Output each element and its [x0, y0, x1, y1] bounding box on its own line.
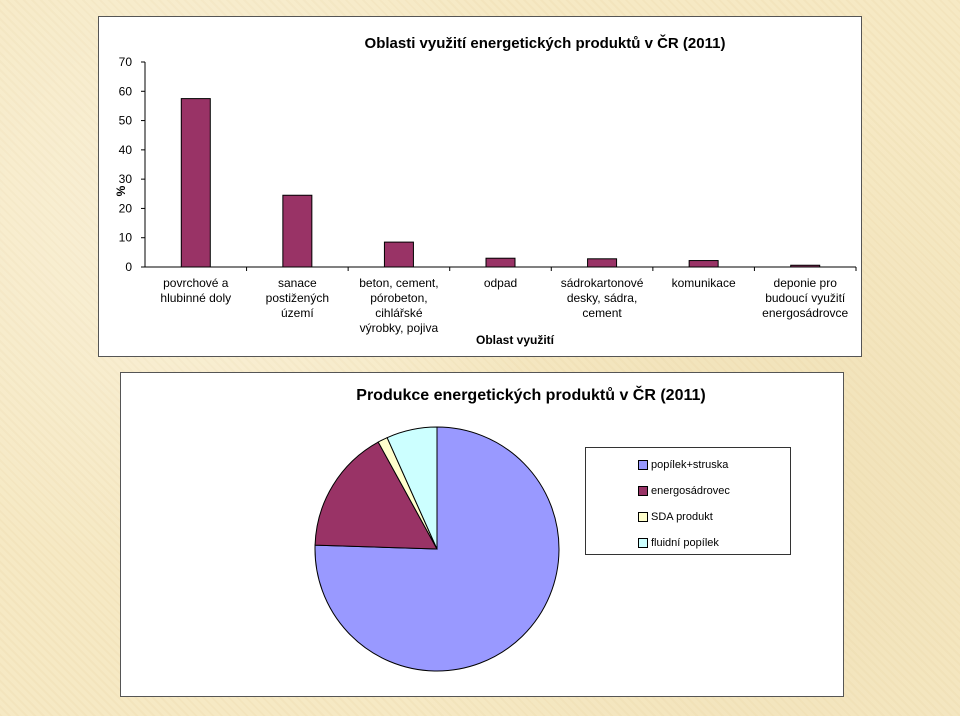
bar-chart: Oblasti využití energetických produktů v… [114, 34, 857, 347]
pie-slice [314, 441, 438, 550]
x-tick-label: deponie pro budoucí využití energosádrovce [762, 276, 848, 320]
legend-item: energosádrovec [638, 485, 730, 497]
y-tick-label: 50 [119, 114, 133, 128]
y-tick-label: 30 [119, 172, 133, 186]
bar-chart-panel: Oblasti využití energetických produktů v… [98, 16, 862, 357]
x-tick-label: komunikace [672, 276, 736, 290]
bar [790, 264, 821, 268]
pie-chart: Produkce energetických produktů v ČR (20… [314, 385, 706, 672]
bar [587, 258, 618, 268]
y-tick-label: 20 [119, 201, 133, 215]
x-tick-label: beton, cement, pórobeton, cihlářské výrobky… [359, 276, 438, 335]
y-tick-label: 0 [125, 260, 132, 274]
x-tick-label: sádrokartonové desky, sádra, cement [561, 276, 644, 320]
legend-item: popílek+struska [638, 459, 728, 471]
legend-item: fluidní popílek [638, 537, 719, 549]
pie-legend: popílek+struska energosádrovec SDA produkt… [585, 447, 791, 555]
pie-slice [386, 426, 438, 550]
pie-chart-panel: Produkce energetických produktů v ČR (20… [120, 372, 844, 697]
y-tick-label: 60 [119, 84, 133, 98]
legend-swatch [638, 512, 648, 522]
y-tick-label: 40 [119, 143, 133, 157]
legend-label: fluidní popílek [651, 537, 719, 549]
legend-swatch [638, 460, 648, 470]
legend-label: SDA produkt [651, 511, 713, 523]
x-tick-label: sanace postižených území [266, 276, 329, 320]
legend-swatch [638, 486, 648, 496]
x-tick-label: povrchové a hlubinné doly [160, 276, 231, 305]
legend-swatch [638, 538, 648, 548]
legend-item: SDA produkt [638, 511, 713, 523]
pie-title: Produkce energetických produktů v ČR (20… [356, 385, 705, 404]
bar [688, 260, 719, 268]
legend-label: energosádrovec [651, 485, 730, 497]
y-tick-label: 70 [119, 55, 133, 69]
bar [485, 257, 516, 268]
bar [383, 241, 414, 268]
x-axis-label: Oblast využití [476, 333, 555, 347]
x-tick-label: odpad [484, 276, 517, 290]
chart-title: Oblasti využití energetických produktů v… [365, 34, 726, 52]
y-tick-label: 10 [119, 231, 133, 245]
y-axis-label: % [114, 185, 128, 196]
legend-label: popílek+struska [651, 459, 729, 471]
bar [180, 98, 211, 268]
bar [282, 194, 313, 268]
